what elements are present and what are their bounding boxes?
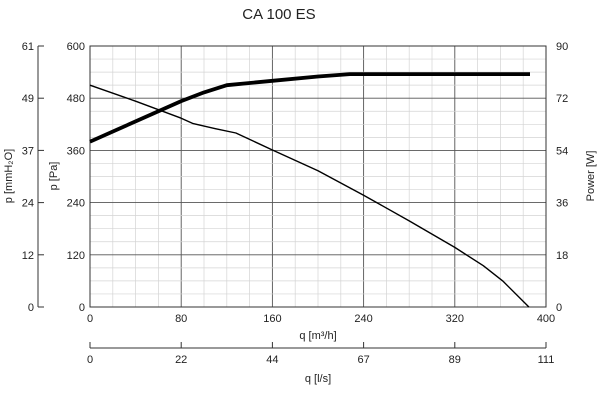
y-tick-label-pa: 0 [79, 302, 85, 314]
x-tick-label-m3h: 160 [263, 313, 281, 325]
y-tick-label-power: 36 [556, 198, 568, 210]
y-tick-label-pa: 480 [67, 93, 85, 105]
y-tick-label-pa: 360 [67, 145, 85, 157]
y-tick-label-power: 90 [556, 41, 568, 53]
power-curve [89, 72, 530, 144]
x-tick-label-ls: 0 [87, 354, 93, 366]
y-tick-label-power: 0 [556, 302, 562, 314]
x-tick-label-m3h: 240 [354, 313, 372, 325]
x-tick-label-ls: 111 [538, 354, 555, 366]
x-tick-label-m3h: 80 [175, 313, 187, 325]
y-label-pa: p [Pa] [48, 162, 60, 191]
y-tick-label-mmh2o: 37 [22, 145, 34, 157]
y-label-power: Power [W] [585, 151, 597, 202]
y-tick-label-pa: 600 [67, 41, 85, 53]
x-tick-label-m3h: 400 [537, 313, 555, 325]
x-tick-label-ls: 67 [357, 354, 369, 366]
power-axis: 0 18 36 54 72 90 [556, 41, 568, 314]
pressure-mmh2o-axis: 0 12 24 37 49 61 [22, 41, 44, 314]
pressure-curve [89, 84, 530, 308]
x-tick-label-m3h: 0 [87, 313, 93, 325]
y-tick-label-pa: 240 [67, 198, 85, 210]
y-tick-label-pa: 120 [67, 250, 85, 262]
plot-grid [90, 46, 546, 307]
chart-title: CA 100 ES [242, 6, 315, 23]
y-label-mmh2o: p [mmH₂O] [3, 149, 15, 203]
x-tick-label-ls: 22 [175, 354, 187, 366]
x-label-ls: q [l/s] [305, 373, 331, 385]
y-tick-label-power: 18 [556, 250, 568, 262]
y-tick-label-mmh2o: 0 [28, 302, 34, 314]
flow-m3h-axis: 0 80 160 240 320 400 [87, 313, 555, 325]
x-tick-label-ls: 89 [449, 354, 461, 366]
y-tick-label-power: 54 [556, 145, 568, 157]
y-tick-label-mmh2o: 12 [22, 250, 34, 262]
y-tick-label-mmh2o: 49 [22, 93, 34, 105]
y-tick-label-mmh2o: 24 [22, 198, 34, 210]
y-tick-label-mmh2o: 61 [22, 41, 34, 53]
x-tick-label-ls: 44 [266, 354, 278, 366]
pressure-pa-axis: 0 120 240 360 480 600 [67, 41, 85, 314]
flow-ls-axis: 0 22 44 67 89 111 [87, 342, 554, 366]
x-tick-label-m3h: 320 [446, 313, 464, 325]
plot-frame [89, 45, 547, 308]
y-tick-label-power: 72 [556, 93, 568, 105]
x-label-m3h: q [m³/h] [299, 330, 336, 342]
